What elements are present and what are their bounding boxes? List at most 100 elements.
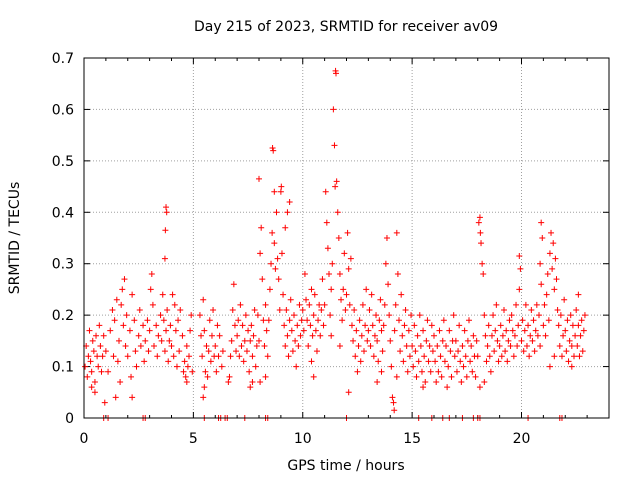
data-point [298,317,305,324]
data-point [126,327,133,334]
data-point [310,312,317,319]
data-point [336,343,343,349]
data-point [128,373,135,380]
data-point [532,327,539,334]
data-point [531,348,538,355]
data-point [283,307,290,313]
data-point [529,337,536,344]
data-point [121,276,128,283]
plot-frame [83,57,610,419]
data-point [167,322,174,329]
data-point [566,337,573,344]
data-point [411,322,418,329]
data-point [534,332,541,339]
data-point [371,332,378,339]
data-point [498,353,505,360]
data-point [375,358,382,365]
data-point [202,368,209,375]
data-point [218,363,225,370]
data-point [520,348,527,355]
data-point [345,389,352,396]
data-point [354,368,361,375]
data-point [140,322,147,329]
y-tick-label: 0.6 [52,102,74,118]
data-point [521,327,528,334]
data-point [247,384,254,391]
data-point [163,209,170,216]
data-point [331,142,338,149]
data-point [568,363,575,370]
data-point [370,353,377,360]
data-point [184,363,191,370]
data-point [575,291,582,298]
data-point [329,260,336,267]
data-point [396,317,402,324]
data-point [200,296,207,303]
data-point [109,307,116,313]
data-point [421,353,428,360]
data-point [243,348,250,355]
data-point [528,307,535,313]
data-point [387,337,394,344]
data-point [146,327,153,334]
data-point [480,271,487,277]
data-point [541,301,548,308]
data-point [493,301,500,308]
data-point [124,353,131,360]
data-point [378,327,385,334]
data-point [236,353,243,360]
data-point [460,363,467,370]
data-point [282,224,289,231]
data-point [393,373,400,380]
data-point [91,379,98,385]
data-point [487,368,494,375]
data-point [246,368,253,375]
data-point [398,291,405,298]
data-point [546,250,553,257]
data-point [453,368,460,375]
data-point [231,322,238,329]
data-point [405,327,412,334]
data-point [273,209,280,216]
data-point [545,317,552,324]
data-point [214,322,221,329]
data-point [241,337,248,344]
data-point [482,332,489,339]
data-point [281,322,288,329]
data-point [383,235,390,241]
data-point [99,353,106,360]
data-point [496,343,503,349]
data-point [269,145,276,151]
data-point [260,317,267,324]
data-point [112,394,119,401]
data-point [328,286,335,293]
data-point [225,379,232,385]
data-point [315,317,322,324]
data-point [483,358,490,365]
data-point [240,358,247,365]
data-point [271,188,278,195]
data-point [95,363,102,370]
data-point [555,322,562,329]
data-point [199,353,206,360]
data-point [443,343,450,349]
data-point [306,301,313,308]
data-point [408,312,415,319]
data-point [537,343,544,349]
data-point [485,322,492,329]
data-point [447,348,454,355]
data-point [179,332,186,339]
data-point [177,307,184,313]
data-point [578,317,585,324]
data-point [568,343,575,349]
data-point [486,353,493,360]
data-point [572,332,579,339]
data-point [284,209,291,216]
data-point [206,317,213,324]
data-point [376,317,383,324]
data-point [228,337,235,344]
data-point [295,343,302,349]
data-point [308,358,315,365]
data-point [181,358,188,365]
data-point [196,312,203,319]
